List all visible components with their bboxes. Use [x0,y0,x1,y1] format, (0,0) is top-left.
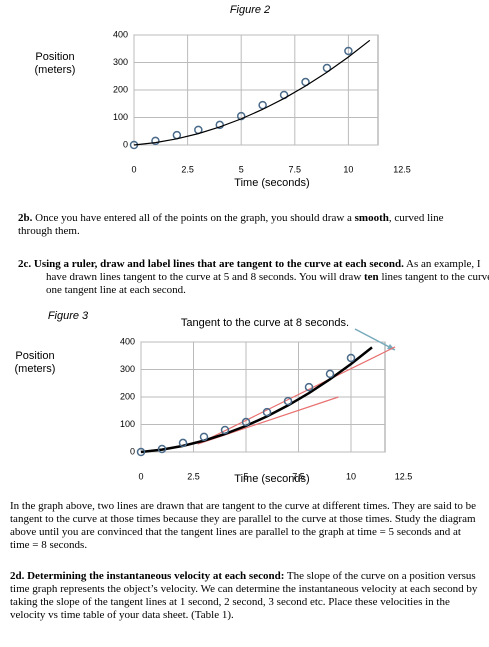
y-tick-label: 400 [113,29,128,39]
data-point [283,396,293,406]
text-run: , curved line through them. [18,212,444,237]
y-tick-label: 200 [120,391,135,401]
curve [133,39,371,146]
data-point [325,369,335,379]
y-axis-label: Position (meters) [14,350,56,375]
curve [203,346,396,442]
x-tick-label: 2.5 [187,471,200,481]
text-run: The slope of the curve on a position ver… [10,570,478,621]
text-run: 2b. [18,212,36,224]
data-point [136,447,146,457]
data-point [220,425,230,435]
y-tick-label: 0 [123,139,128,149]
text-run: ten [364,271,379,283]
x-tick-label: 5 [243,471,248,481]
x-tick-label: 2.5 [181,164,194,174]
x-axis-label: Time (seconds) [234,177,309,189]
text-run: 2d. Determining the instantaneous veloci… [10,570,285,582]
data-point [215,120,225,130]
x-tick-label: 0 [138,471,143,481]
x-tick-label: 0 [131,164,136,174]
paragraph: 2d. Determining the instantaneous veloci… [10,570,480,622]
text-run: In the graph above, two lines are drawn … [10,500,477,551]
text-run: Once you have entered all of the points … [35,212,355,224]
paragraph: 2c. Using a ruler, draw and label lines … [18,258,489,297]
data-point [178,438,188,448]
chart: 0 100 200 300 400 0 2.5 5 7.5 10 12.5 Tangent to th… [14,310,413,485]
text-run: smooth [354,212,389,224]
annotation-arrow [354,328,396,351]
x-tick-label: 12.5 [393,164,411,174]
data-point [236,111,246,121]
data-point [241,417,251,427]
y-tick-label: 400 [120,336,135,346]
text-run: lines tangent to the curve-one tangent l… [46,271,489,296]
data-point [344,46,353,56]
y-tick-label: 300 [120,364,135,374]
x-tick-label: 7.5 [289,164,302,174]
x-tick-label: 12.5 [395,471,413,481]
y-tick-label: 100 [113,112,128,122]
figure-label: Figure 3 [48,310,89,322]
y-tick-label: 0 [130,446,135,456]
y-tick-label: 100 [120,419,135,429]
data-point [157,444,167,454]
data-point [304,382,314,392]
data-point [151,136,160,146]
curve [140,346,373,454]
y-axis-label-text: Position (meters) [34,51,76,76]
x-axis-label: Time (seconds) [234,473,309,485]
chart-title: Figure 2 [230,4,270,16]
paragraph: 2b. Once you have entered all of the poi… [18,212,473,238]
chart: 0 100 200 300 400 0 2.5 5 7.5 10 12.5 Figure 2 Posit… [34,4,411,189]
x-tick-label: 10 [346,471,356,481]
data-point [199,432,209,442]
data-point [346,353,356,363]
data-point [258,100,267,110]
y-tick-label: 300 [113,57,128,67]
paragraph: In the graph above, two lines are drawn … [10,500,480,552]
x-tick-label: 5 [239,164,244,174]
text-run: As an example, I have drawn lines tangen… [46,258,481,283]
y-axis-label-text: Position (meters) [14,350,56,375]
x-tick-label: 10 [343,164,353,174]
y-axis-label: Position (meters) [34,51,76,76]
data-point [262,407,272,417]
text-run: 2c. Using a ruler, draw and label lines … [18,258,404,270]
y-tick-label: 200 [113,84,128,94]
x-tick-label: 7.5 [292,471,305,481]
chart-title: Tangent to the curve at 8 seconds. [181,317,349,329]
